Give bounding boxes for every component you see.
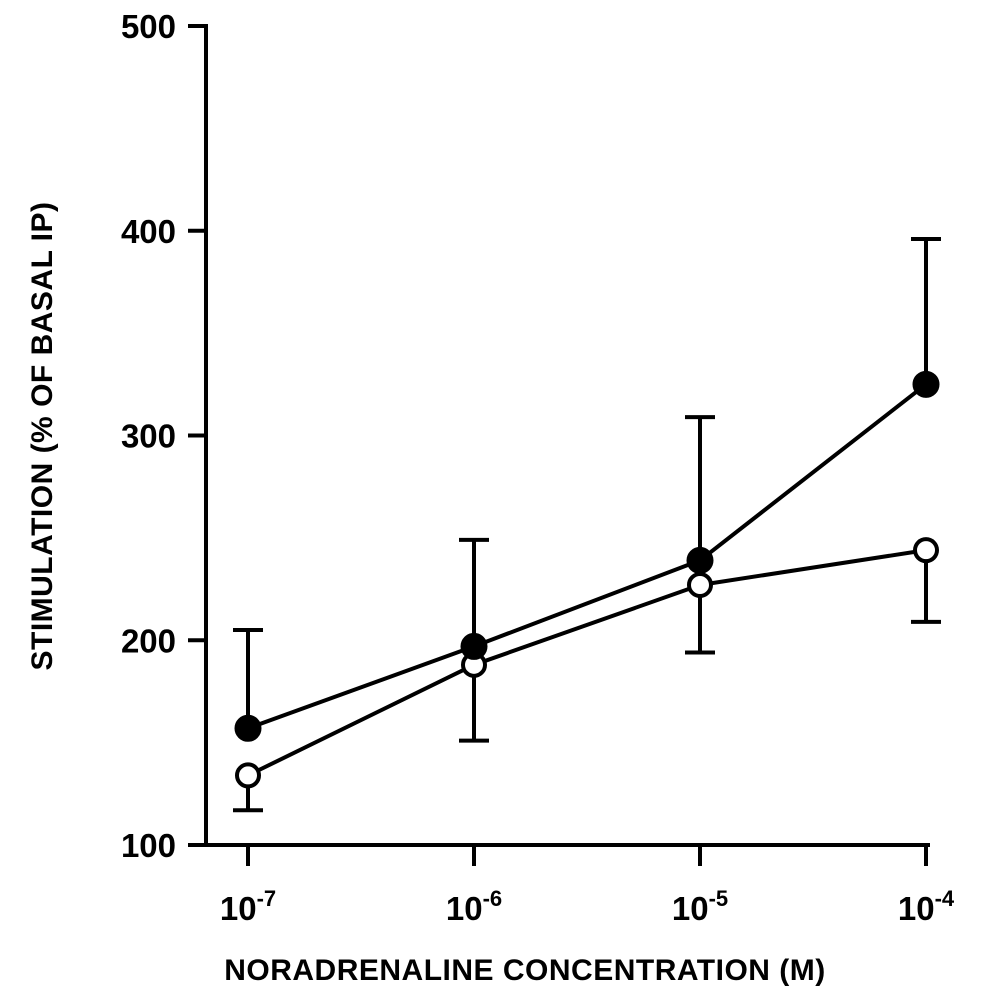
x-tick-label-exponent: -6 <box>483 886 503 911</box>
x-tick-label-exponent: -7 <box>257 886 277 911</box>
x-tick-label: 10-5 <box>672 886 728 927</box>
x-tick-label: 10-7 <box>220 886 276 927</box>
y-tick-label: 100 <box>121 827 176 864</box>
error-bars <box>233 236 941 813</box>
data-points <box>234 370 940 789</box>
y-axis-title: STIMULATION (% OF BASAL IP) <box>26 201 59 670</box>
y-tick-label: 200 <box>121 622 176 659</box>
x-tick-label-exponent: -5 <box>709 886 729 911</box>
x-tick-label-base: 10 <box>672 890 709 927</box>
x-ticks: 10-7 10-6 10-5 10-4 <box>220 845 955 927</box>
y-tick-label: 500 <box>121 8 176 45</box>
axes <box>204 24 930 847</box>
y-tick-label: 400 <box>121 213 176 250</box>
data-point-open <box>687 571 713 598</box>
x-tick-label: 10-6 <box>446 886 502 927</box>
data-point-open <box>235 762 261 789</box>
data-point-filled <box>686 546 714 574</box>
data-point-filled <box>234 714 262 742</box>
x-tick-label: 10-4 <box>898 886 955 927</box>
series-lines <box>247 382 928 778</box>
data-point-open <box>913 537 939 564</box>
x-tick-label-base: 10 <box>898 890 935 927</box>
x-tick-label-base: 10 <box>220 890 257 927</box>
x-tick-label-base: 10 <box>446 890 483 927</box>
x-tick-label-exponent: -4 <box>935 886 955 911</box>
x-axis-title: NORADRENALINE CONCENTRATION (M) <box>224 954 826 987</box>
series-line-open <box>247 548 927 778</box>
data-point-filled <box>912 370 940 398</box>
data-point-filled <box>460 632 488 660</box>
series-line-filled <box>247 382 928 731</box>
y-ticks: 100 200 300 400 500 <box>121 8 206 864</box>
y-tick-label: 300 <box>121 418 176 455</box>
